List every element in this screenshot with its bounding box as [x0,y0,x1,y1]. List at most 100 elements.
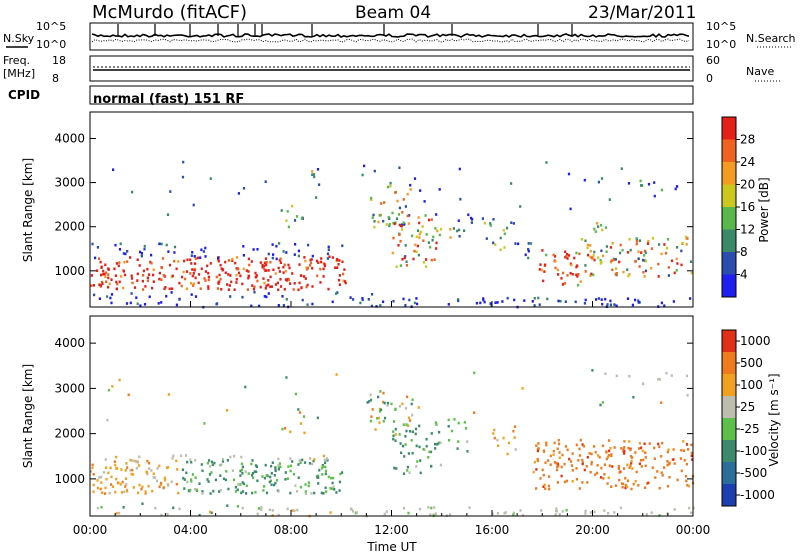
velocity-cell [502,436,505,440]
velocity-cell [450,429,454,433]
power-cell [415,250,418,254]
power-cell [160,278,163,281]
velocity-cell [269,475,272,479]
velocity-cell [293,509,296,513]
velocity-cell [556,447,559,451]
power-cell [644,259,647,263]
velocity-cell [369,398,373,402]
power-cell [124,252,127,256]
velocity-cell [433,442,437,446]
power-cell [219,263,222,267]
velocity-cell [608,464,611,467]
velocity-cell [382,420,385,423]
power-cell [583,302,586,305]
power-cell [125,302,129,305]
velocity-cell [539,477,542,480]
velocity-cell [324,486,327,490]
power-colorbar-tick-label: 8 [740,245,748,259]
velocity-cell [512,429,515,433]
velocity-cell [107,388,111,392]
velocity-cell [163,476,166,480]
velocity-cell [624,483,627,487]
power-colorbar-tick-label: 12 [740,223,755,237]
velocity-cell [439,441,442,444]
velocity-cell [407,511,410,515]
power-cell [282,250,285,253]
velocity-cell [638,441,641,445]
velocity-cell [260,505,263,509]
velocity-cell [324,461,327,465]
velocity-cell [591,369,594,372]
power-cell [142,274,145,277]
velocity-cell [308,462,312,465]
power-cell [387,185,390,189]
power-cell [575,273,578,277]
power-cell [338,274,341,277]
power-cell [204,279,207,282]
velocity-cell [686,483,689,487]
power-cell [319,267,322,271]
velocity-cell [544,487,547,490]
velocity-cell [466,450,469,453]
power-cell [557,299,560,303]
power-cell [229,295,232,298]
velocity-cell [468,506,471,509]
velocity-cell [593,445,596,448]
power-cell [275,257,278,261]
power-cell [378,214,381,217]
velocity-cell [181,468,184,472]
velocity-cell [685,479,688,483]
velocity-cell [434,512,437,516]
velocity-cell [120,468,123,471]
power-cell [200,267,203,271]
velocity-cell [690,511,693,515]
velocity-cell [417,406,420,409]
velocity-cell [631,467,634,470]
power-cell [275,244,278,248]
power-cell [404,244,407,247]
velocity-cell [642,458,645,462]
velocity-cell [653,457,656,460]
power-cell [640,251,643,254]
power-cell [217,259,220,263]
velocity-cell [115,512,118,515]
power-cell [672,300,675,303]
power-cell [449,228,452,231]
power-cell [506,296,509,300]
power-cell [113,267,116,271]
power-cell [157,302,160,305]
power-cell [158,271,161,275]
velocity-cell [582,444,585,448]
velocity-cell [565,508,568,512]
power-cell [651,237,654,240]
velocity-cell [172,454,175,458]
velocity-cell [129,469,132,472]
velocity-cell [394,433,397,436]
power-cell [269,285,272,289]
power-cell [405,264,409,267]
power-cell [293,219,297,222]
velocity-cell [233,454,236,458]
power-cell [373,169,376,173]
velocity-cell [274,481,277,485]
power-cell [431,238,434,242]
power-cell [606,303,609,306]
power-cell [186,258,189,262]
power-cell [510,221,513,224]
velocity-cell [324,465,327,469]
power-cell [119,242,122,246]
noise-panel: N.Sky 10^5 10^0 10^5 10^0 N.Search [3,20,796,51]
power-cell [527,242,530,245]
power-cell [424,214,427,217]
velocity-cell [132,486,135,489]
power-cell [177,260,180,263]
velocity-cell [260,508,263,512]
power-cell [635,242,638,246]
power-cell [414,243,417,247]
power-cell [602,254,605,258]
power-cell [146,267,149,271]
velocity-cell [410,439,413,442]
power-cell [143,244,146,248]
velocity-cell [261,475,264,478]
